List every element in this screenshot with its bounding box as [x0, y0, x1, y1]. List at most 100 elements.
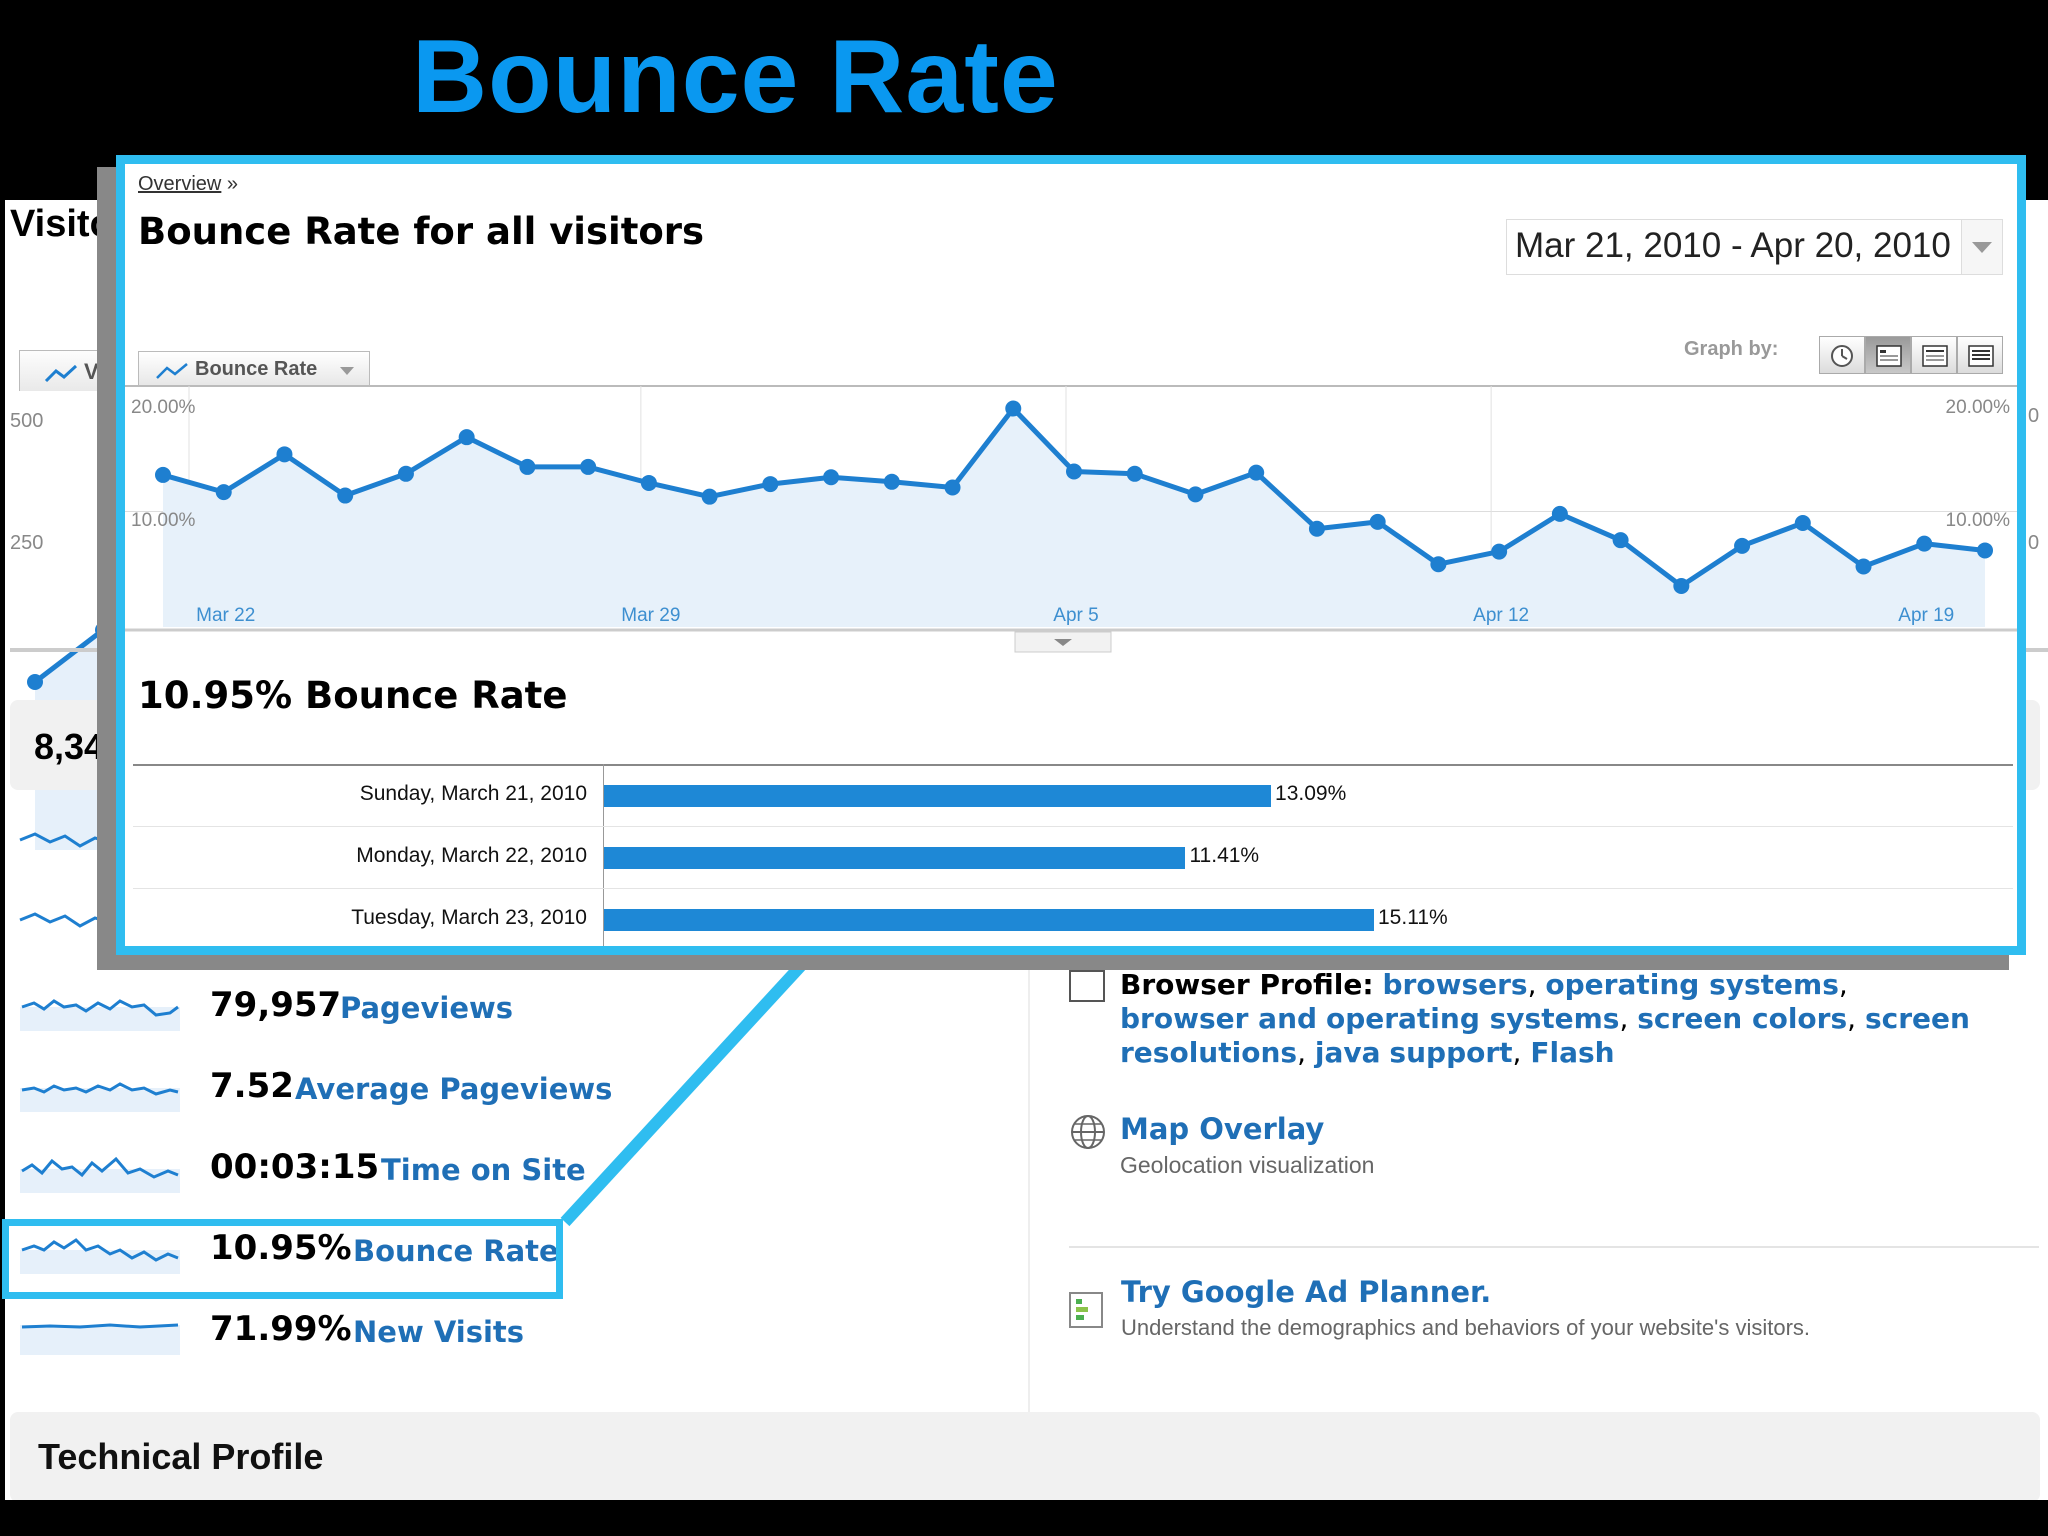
row-value: 15.11% — [1378, 906, 1448, 929]
data-point-6[interactable] — [519, 458, 536, 475]
browser-icon — [1069, 970, 1105, 1002]
data-point-21[interactable] — [1430, 556, 1447, 573]
data-point-24[interactable] — [1612, 532, 1629, 549]
data-point-17[interactable] — [1187, 486, 1204, 503]
link-browser-and-os-1[interactable]: browser and — [1120, 1002, 1318, 1035]
new-visits-link[interactable]: New Visits — [353, 1315, 525, 1349]
breadcrumb-overview[interactable]: Overview — [138, 173, 222, 195]
data-point-11[interactable] — [823, 469, 840, 486]
date-range-picker[interactable]: Mar 21, 2010 - Apr 20, 2010 — [1506, 219, 2003, 275]
data-point-5[interactable] — [458, 429, 475, 446]
x-tick-label: Apr 12 — [1473, 605, 1529, 626]
graph-by-month-button[interactable] — [1957, 336, 2003, 374]
data-point-2[interactable] — [276, 446, 293, 463]
clock-icon — [1831, 345, 1853, 367]
data-point-20[interactable] — [1369, 513, 1386, 530]
metric-row-bounce-rate: 10.95% Bounce Rate — [15, 1223, 675, 1279]
row-bar — [604, 847, 1186, 869]
month-icon — [1968, 345, 1994, 367]
data-point-9[interactable] — [701, 488, 718, 505]
column-divider — [1028, 960, 1030, 1500]
time-on-site-link[interactable]: Time on Site — [381, 1153, 586, 1187]
data-point-14[interactable] — [1005, 400, 1022, 417]
metric-row-average-pageviews: 7.52 Average Pageviews — [15, 1061, 675, 1117]
data-point-26[interactable] — [1734, 537, 1751, 554]
globe-icon — [1071, 1115, 1105, 1149]
sparkline-average-pageviews — [20, 1082, 180, 1112]
link-browsers[interactable]: browsers — [1382, 968, 1528, 1001]
section-title: Visito — [10, 203, 113, 245]
row-bar — [604, 909, 1374, 931]
breadcrumb-separator: » — [226, 173, 239, 195]
y-tick-right-20: 20.00% — [1946, 397, 2011, 418]
data-point-29[interactable] — [1916, 535, 1933, 552]
y-tick-left-10: 10.00% — [131, 510, 196, 531]
row-date: Sunday, March 21, 2010 — [359, 782, 587, 805]
graph-by-hour-button[interactable] — [1819, 336, 1865, 374]
table-axis — [603, 764, 604, 946]
metric-value: 79,957 — [210, 985, 342, 1025]
metric-value: 10.95% — [210, 1228, 352, 1268]
link-flash[interactable]: Flash — [1530, 1036, 1615, 1069]
sparkline-pageviews — [20, 999, 180, 1031]
data-point-4[interactable] — [397, 465, 414, 482]
day-icon — [1876, 345, 1902, 367]
data-point-0[interactable] — [155, 466, 171, 483]
average-pageviews-link[interactable]: Average Pageviews — [295, 1072, 613, 1106]
slide-title: Bounce Rate — [412, 19, 1059, 135]
pageviews-link[interactable]: Pageviews — [340, 991, 514, 1025]
metric-row-time-on-site: 00:03:15 Time on Site — [15, 1142, 675, 1198]
metric-row-new-visits: 71.99% New Visits — [15, 1304, 675, 1360]
data-point-15[interactable] — [1066, 463, 1082, 480]
row-date: Monday, March 22, 2010 — [356, 844, 587, 867]
row-date: Tuesday, March 23, 2010 — [351, 906, 587, 929]
link-screen-resolutions[interactable]: screen resolutions — [1120, 1002, 1970, 1069]
map-overlay-link[interactable]: Map Overlay — [1120, 1112, 1325, 1146]
link-browser-and-os-2[interactable]: operating systems — [1325, 1002, 1620, 1035]
technical-profile-header: Technical Profile — [10, 1412, 2040, 1500]
table-header-line — [133, 764, 2013, 766]
data-point-12[interactable] — [883, 473, 900, 490]
browser-profile-label: Browser Profile: — [1120, 968, 1374, 1001]
right-axis-fragment-bottom: 0 — [2028, 532, 2040, 554]
data-point-10[interactable] — [762, 476, 779, 493]
data-point-19[interactable] — [1308, 520, 1325, 537]
breadcrumb: Overview » — [138, 173, 238, 196]
data-point-25[interactable] — [1673, 577, 1690, 594]
data-point-28[interactable] — [1855, 558, 1872, 575]
data-point-30[interactable] — [1977, 542, 1993, 559]
data-point-1[interactable] — [215, 484, 232, 501]
row-value: 13.09% — [1275, 782, 1347, 805]
data-point-13[interactable] — [944, 479, 961, 496]
data-point-18[interactable] — [1248, 464, 1265, 481]
data-point-27[interactable] — [1794, 515, 1811, 531]
chevron-down-icon[interactable] — [1961, 220, 2002, 274]
line-chart-icon — [156, 363, 188, 379]
data-point-8[interactable] — [640, 474, 657, 491]
data-point-16[interactable] — [1126, 465, 1143, 482]
x-tick-label: Mar 22 — [196, 605, 255, 626]
browser-profile-block: Browser Profile: browsers, operating sys… — [1120, 968, 1970, 1069]
link-java-2[interactable]: support — [1389, 1036, 1513, 1069]
chevron-down-icon — [1054, 639, 1072, 646]
data-point-23[interactable] — [1551, 505, 1568, 522]
link-screen-colors[interactable]: screen colors — [1637, 1002, 1848, 1035]
link-operating-systems[interactable]: operating systems — [1545, 968, 1839, 1001]
link-java-1[interactable]: java — [1314, 1036, 1381, 1069]
report-title: Bounce Rate for all visitors — [138, 210, 705, 253]
visits-count: 8,34 — [34, 726, 105, 767]
ad-planner-link[interactable]: Try Google Ad Planner. — [1121, 1275, 1492, 1309]
y-tick-right-10: 10.00% — [1946, 510, 2011, 531]
bounce-rate-link[interactable]: Bounce Rate — [353, 1234, 559, 1268]
data-point-3[interactable] — [337, 487, 354, 504]
graph-by-day-button[interactable] — [1865, 336, 1911, 374]
x-tick-label: Apr 5 — [1053, 605, 1098, 626]
graph-by-week-button[interactable] — [1911, 336, 1957, 374]
data-point-7[interactable] — [580, 458, 597, 475]
bounce-rate-table: Sunday, March 21, 2010 13.09% Monday, Ma… — [133, 764, 2013, 946]
right-axis-fragment-top: 0 — [2028, 405, 2040, 427]
bounce-rate-zoom-panel: Overview » Bounce Rate for all visitors … — [116, 155, 2026, 955]
data-point-22[interactable] — [1491, 543, 1508, 560]
metric-selector-tab[interactable]: Bounce Rate — [138, 351, 370, 387]
